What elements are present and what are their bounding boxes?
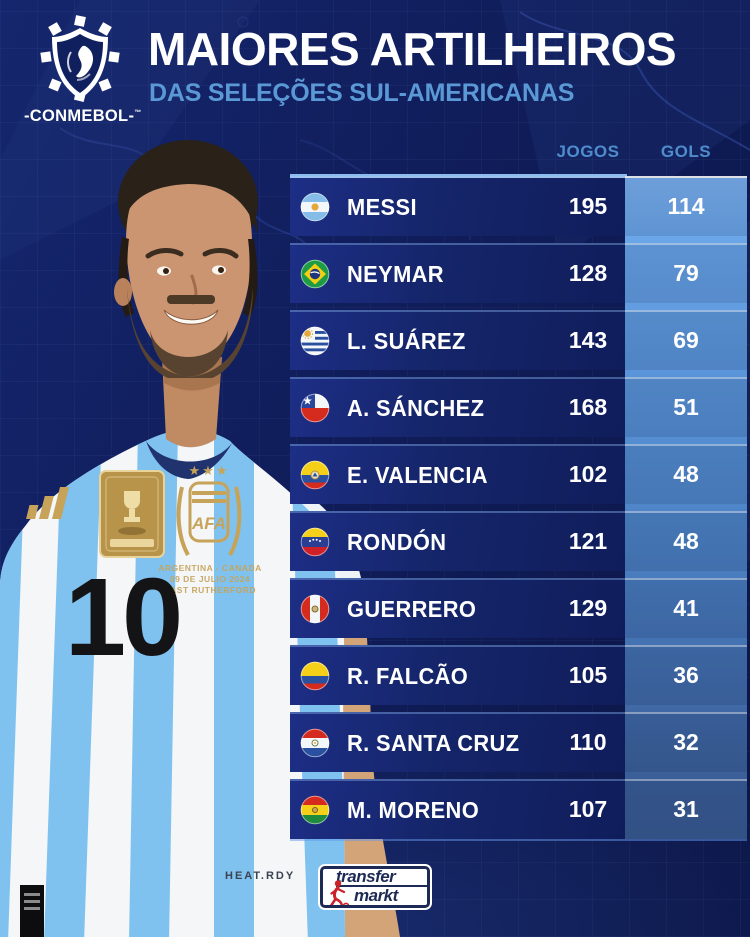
column-header-gols: GOLS: [660, 142, 712, 161]
player-name: E. VALENCIA: [347, 461, 488, 488]
games-value: 195: [568, 192, 608, 219]
goals-cell-tint: [625, 511, 747, 571]
table-top-border: [290, 174, 627, 176]
conmebol-logo: -CONMEBOL-™: [24, 14, 142, 126]
afa-crest-icon: ★★★ AFA: [176, 463, 242, 556]
conmebol-wordmark: -CONMEBOL-™: [24, 107, 142, 125]
transfermarkt-player-icon: [329, 880, 350, 905]
games-value: 110: [569, 728, 607, 755]
player-name: GUERRERO: [347, 595, 477, 622]
match-line: EAST RUTHERFORD: [164, 585, 256, 595]
paraguay-flag-icon: [300, 728, 330, 758]
player-name: M. MORENO: [347, 796, 480, 823]
table-rows: MESSI 195 114 NEYMAR 128 79 L. SUÁREZ 14…: [290, 176, 747, 839]
brand-word-transfer: transfer: [336, 869, 427, 887]
goals-cell-tint: [625, 578, 747, 638]
ecuador-flag-icon: [300, 460, 330, 490]
goals-cell-tint: [625, 779, 747, 839]
goals-value: 69: [673, 326, 699, 353]
adidas-logo-icon: [26, 487, 69, 519]
match-line: 09 DE JULIO 2024: [170, 574, 250, 584]
jersey-tech-label: HEAT.RDY: [225, 870, 295, 882]
argentina-flag-icon: [300, 192, 330, 222]
goals-value: 51: [673, 393, 699, 420]
goals-cell-tint: [625, 444, 747, 504]
goals-value: 48: [673, 460, 699, 487]
games-value: 107: [568, 795, 608, 822]
table-row: R. FALCÃO 105 36: [290, 645, 747, 705]
table-row: GUERRERO 129 41: [290, 578, 747, 638]
afa-crest-stars: ★★★: [189, 463, 230, 478]
goals-value: 36: [673, 661, 699, 688]
page-subtitle: DAS SELEÇÕES SUL-AMERICANAS: [149, 78, 575, 107]
jersey-tag: [20, 885, 44, 937]
player-name: R. SANTA CRUZ: [347, 729, 520, 756]
goals-value: 48: [673, 527, 699, 554]
copa-america-badge-icon: [99, 470, 165, 558]
conmebol-shield-icon: [40, 15, 120, 103]
table-row: E. VALENCIA 102 48: [290, 444, 747, 504]
table-row: MESSI 195 114: [290, 176, 747, 236]
player-name: A. SÁNCHEZ: [347, 394, 485, 421]
table-row: M. MORENO 107 31: [290, 779, 747, 839]
venezuela-flag-icon: [300, 527, 330, 557]
goals-cell-tint: [625, 377, 747, 437]
table-row: NEYMAR 128 79: [290, 243, 747, 303]
match-line: ARGENTINA - CANADA: [158, 563, 262, 573]
colombia-flag-icon: [300, 661, 330, 691]
games-value: 129: [568, 594, 608, 621]
games-value: 143: [568, 326, 608, 353]
brazil-flag-icon: [300, 259, 330, 289]
player-name: RONDÓN: [347, 528, 447, 555]
match-details: ARGENTINA - CANADA 09 DE JULIO 2024 EAST…: [158, 563, 262, 595]
bolivia-flag-icon: [300, 795, 330, 825]
transfermarkt-logo: transfer markt: [318, 864, 432, 910]
table-row: RONDÓN 121 48: [290, 511, 747, 571]
goals-value: 79: [673, 259, 699, 286]
games-value: 128: [568, 259, 608, 286]
page-title: MAIORES ARTILHEIROS: [148, 23, 677, 75]
chile-flag-icon: [300, 393, 330, 423]
uruguay-flag-icon: [300, 326, 330, 356]
games-value: 102: [568, 460, 608, 487]
goals-value: 32: [673, 728, 699, 755]
peru-flag-icon: [300, 594, 330, 624]
afa-crest-label: AFA: [191, 514, 226, 533]
map-coastline: [519, 11, 750, 151]
goals-cell-tint: [625, 310, 747, 370]
jersey-collar: [146, 441, 232, 479]
scorers-table: JOGOS GOLS MESSI 195 114 NEYMAR 128 79 L…: [290, 140, 747, 848]
goals-column-strip: [625, 176, 747, 839]
goals-value: 31: [673, 795, 699, 822]
games-value: 168: [568, 393, 608, 420]
table-row: A. SÁNCHEZ 168 51: [290, 377, 747, 437]
goals-cell-tint: [625, 176, 747, 236]
player-name: NEYMAR: [347, 260, 444, 287]
goals-cell-tint: [625, 712, 747, 772]
trademark-symbol: ™: [134, 109, 142, 117]
goals-cell-tint: [625, 243, 747, 303]
brand-word-markt: markt: [354, 886, 398, 905]
player-name: MESSI: [347, 193, 417, 220]
table-row: L. SUÁREZ 143 69: [290, 310, 747, 370]
player-name: L. SUÁREZ: [347, 327, 466, 354]
goals-value: 114: [667, 192, 705, 219]
jersey-number: 10: [65, 556, 179, 679]
games-value: 121: [568, 527, 608, 554]
column-header-jogos: JOGOS: [556, 142, 620, 161]
map-island: [237, 16, 249, 28]
messi-head: [114, 140, 258, 378]
player-name: R. FALCÃO: [347, 662, 469, 689]
goals-value: 41: [673, 594, 699, 621]
table-row: R. SANTA CRUZ 110 32: [290, 712, 747, 772]
table-bottom-border: [290, 839, 747, 841]
goals-cell-tint: [625, 645, 747, 705]
games-value: 105: [568, 661, 608, 688]
